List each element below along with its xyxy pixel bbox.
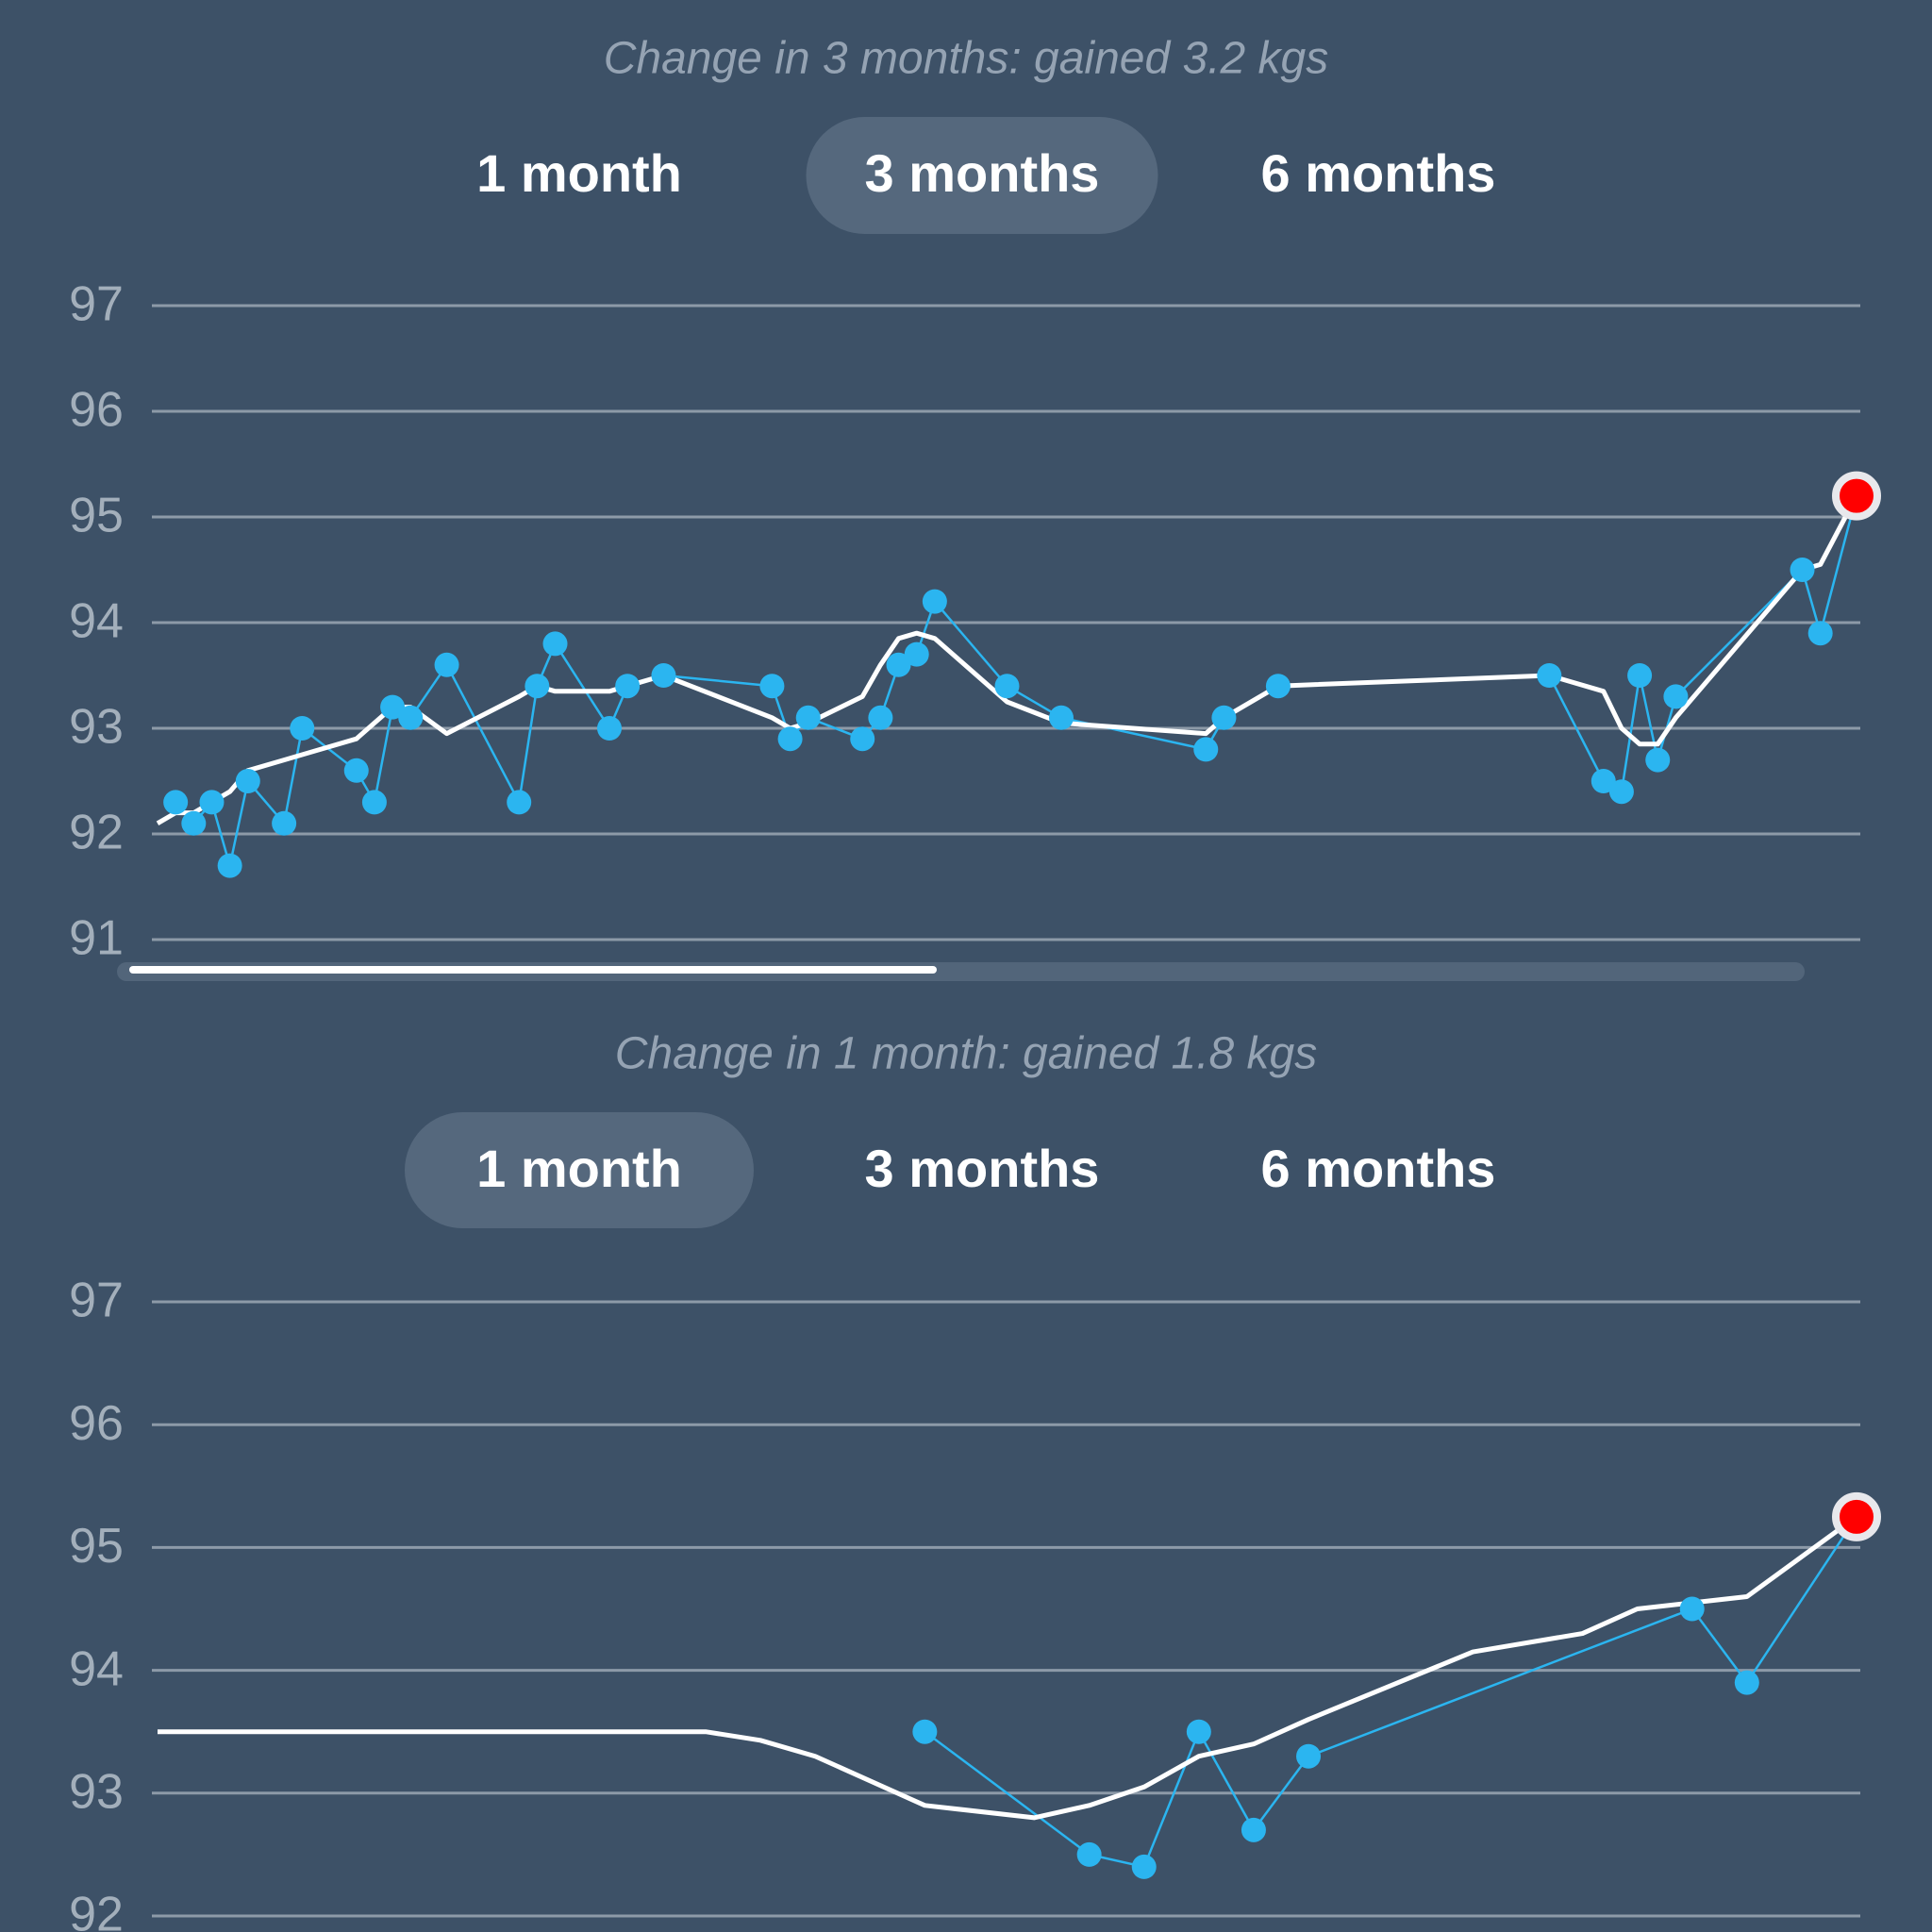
data-point — [1734, 1670, 1759, 1695]
y-tick-label: 93 — [69, 1765, 124, 1820]
data-point — [904, 641, 929, 667]
data-point — [886, 652, 911, 677]
data-point — [1265, 674, 1291, 699]
data-point — [596, 716, 622, 741]
data-point — [163, 790, 189, 815]
data-point — [1048, 705, 1074, 730]
data-point — [525, 674, 550, 699]
y-tick-label: 95 — [69, 489, 124, 543]
y-tick-label: 96 — [69, 1396, 124, 1451]
data-point — [868, 705, 893, 730]
range-tab[interactable]: 6 months — [1261, 1139, 1496, 1198]
range-tab[interactable]: 1 month — [476, 1139, 682, 1198]
scroll-thumb — [129, 966, 937, 974]
y-tick-label: 95 — [69, 1519, 124, 1574]
y-tick-label: 94 — [69, 1641, 124, 1696]
data-point — [1790, 558, 1815, 582]
data-point — [759, 674, 785, 699]
y-tick-label: 94 — [69, 594, 124, 649]
data-point — [1679, 1596, 1705, 1622]
data-point — [434, 652, 459, 677]
data-point — [272, 810, 297, 836]
data-point — [343, 758, 369, 783]
data-point — [1296, 1743, 1322, 1769]
data-point — [1193, 737, 1219, 762]
data-point — [994, 674, 1020, 699]
data-point — [1241, 1817, 1266, 1842]
y-tick-label: 92 — [69, 1888, 124, 1932]
data-point — [1537, 663, 1562, 688]
data-point — [651, 663, 676, 688]
y-tick-label: 91 — [69, 911, 124, 966]
data-point — [290, 716, 315, 741]
data-point — [850, 726, 875, 752]
range-tab[interactable]: 1 month — [476, 143, 682, 203]
data-point — [1076, 1841, 1102, 1867]
data-point — [1211, 705, 1237, 730]
data-point — [1608, 779, 1634, 805]
latest-point — [1832, 471, 1881, 521]
data-point — [1591, 769, 1616, 793]
data-point — [217, 853, 242, 878]
range-tab[interactable]: 6 months — [1261, 143, 1496, 203]
data-point — [615, 674, 641, 699]
data-point — [398, 705, 424, 730]
range-tab[interactable]: 3 months — [865, 143, 1100, 203]
data-point — [922, 589, 947, 614]
series-line — [158, 1514, 1858, 1821]
data-point — [181, 810, 207, 836]
y-tick-label: 96 — [69, 383, 124, 438]
data-point — [199, 790, 225, 815]
y-tick-label: 97 — [69, 1274, 124, 1328]
y-tick-label: 93 — [69, 700, 124, 755]
data-point — [1663, 684, 1689, 709]
data-point — [507, 790, 532, 815]
data-point — [777, 726, 803, 752]
data-point — [1186, 1719, 1211, 1744]
data-point — [380, 694, 406, 720]
selected-tab-pill — [806, 117, 1158, 234]
data-point — [1807, 621, 1833, 646]
range-tab[interactable]: 3 months — [865, 1139, 1100, 1198]
data-point — [235, 769, 260, 793]
data-point — [1627, 663, 1653, 688]
data-point — [361, 790, 387, 815]
subtitle: Change in 1 month: gained 1.8 kgs — [615, 1029, 1318, 1079]
selected-tab-pill — [405, 1112, 754, 1228]
y-tick-label: 97 — [69, 277, 124, 332]
data-point — [1645, 747, 1671, 773]
y-tick-label: 92 — [69, 806, 124, 860]
subtitle: Change in 3 months: gained 3.2 kgs — [604, 34, 1329, 84]
latest-point — [1832, 1491, 1881, 1541]
data-point — [542, 631, 568, 657]
data-point — [795, 705, 821, 730]
data-point — [1131, 1854, 1157, 1879]
data-point — [912, 1719, 938, 1744]
